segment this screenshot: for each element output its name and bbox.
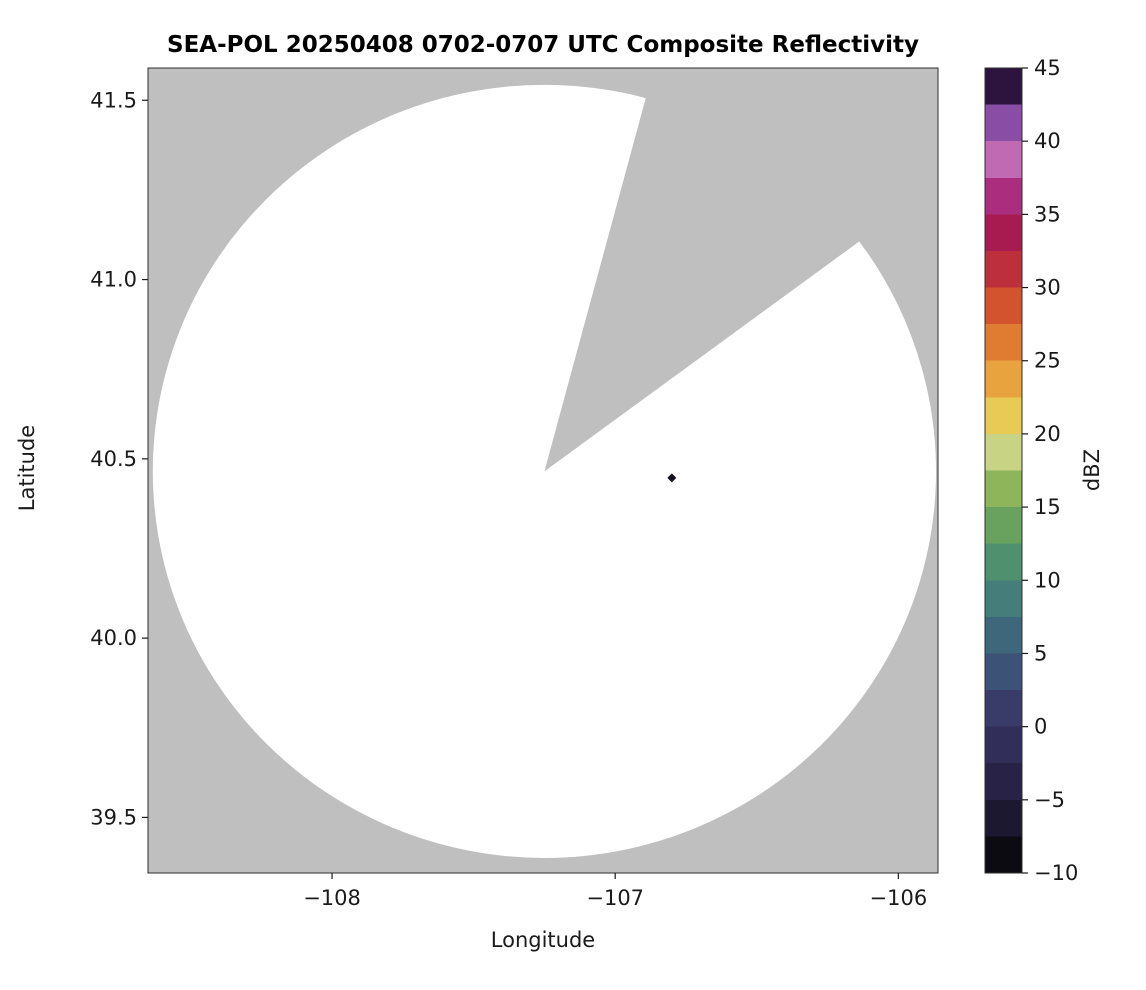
colorbar-tick-label: 45 (1034, 56, 1061, 80)
colorbar-tick-label: 25 (1034, 349, 1061, 373)
colorbar-tick-label: 0 (1034, 715, 1047, 739)
colorbar-tick-label: 35 (1034, 202, 1061, 226)
colorbar-tick-label: −5 (1034, 788, 1065, 812)
colorbar-tick-label: 40 (1034, 129, 1061, 153)
plot-area (148, 68, 938, 873)
y-tick-label: 41.5 (90, 88, 137, 112)
x-axis-label: Longitude (490, 928, 596, 952)
colorbar-gradient (985, 68, 1022, 873)
colorbar-tick-label: 30 (1034, 276, 1061, 300)
echo-marker (667, 473, 677, 483)
colorbar-frame (984, 67, 1023, 874)
x-tick-label: −107 (586, 886, 644, 910)
y-tick-label: 41.0 (90, 268, 137, 292)
axes-frame (147, 67, 939, 874)
x-tick-label: −108 (303, 886, 361, 910)
y-axis-label: Latitude (15, 424, 39, 512)
colorbar-tick-label: −10 (1034, 861, 1078, 885)
colorbar-tick-label: 5 (1034, 641, 1047, 665)
colorbar-tick-label: 10 (1034, 568, 1061, 592)
y-tick-label: 40.5 (90, 447, 137, 471)
colorbar-tick-label: 15 (1034, 495, 1061, 519)
y-tick-label: 39.5 (90, 805, 137, 829)
colorbar-label: dBZ (1080, 448, 1104, 492)
chart-title: SEA-POL 20250408 0702-0707 UTC Composite… (167, 32, 919, 58)
colorbar-tick-label: 20 (1034, 422, 1061, 446)
y-tick-label: 40.0 (90, 626, 137, 650)
x-tick-label: −106 (870, 886, 928, 910)
blocked-sector-wedge (544, 68, 938, 472)
